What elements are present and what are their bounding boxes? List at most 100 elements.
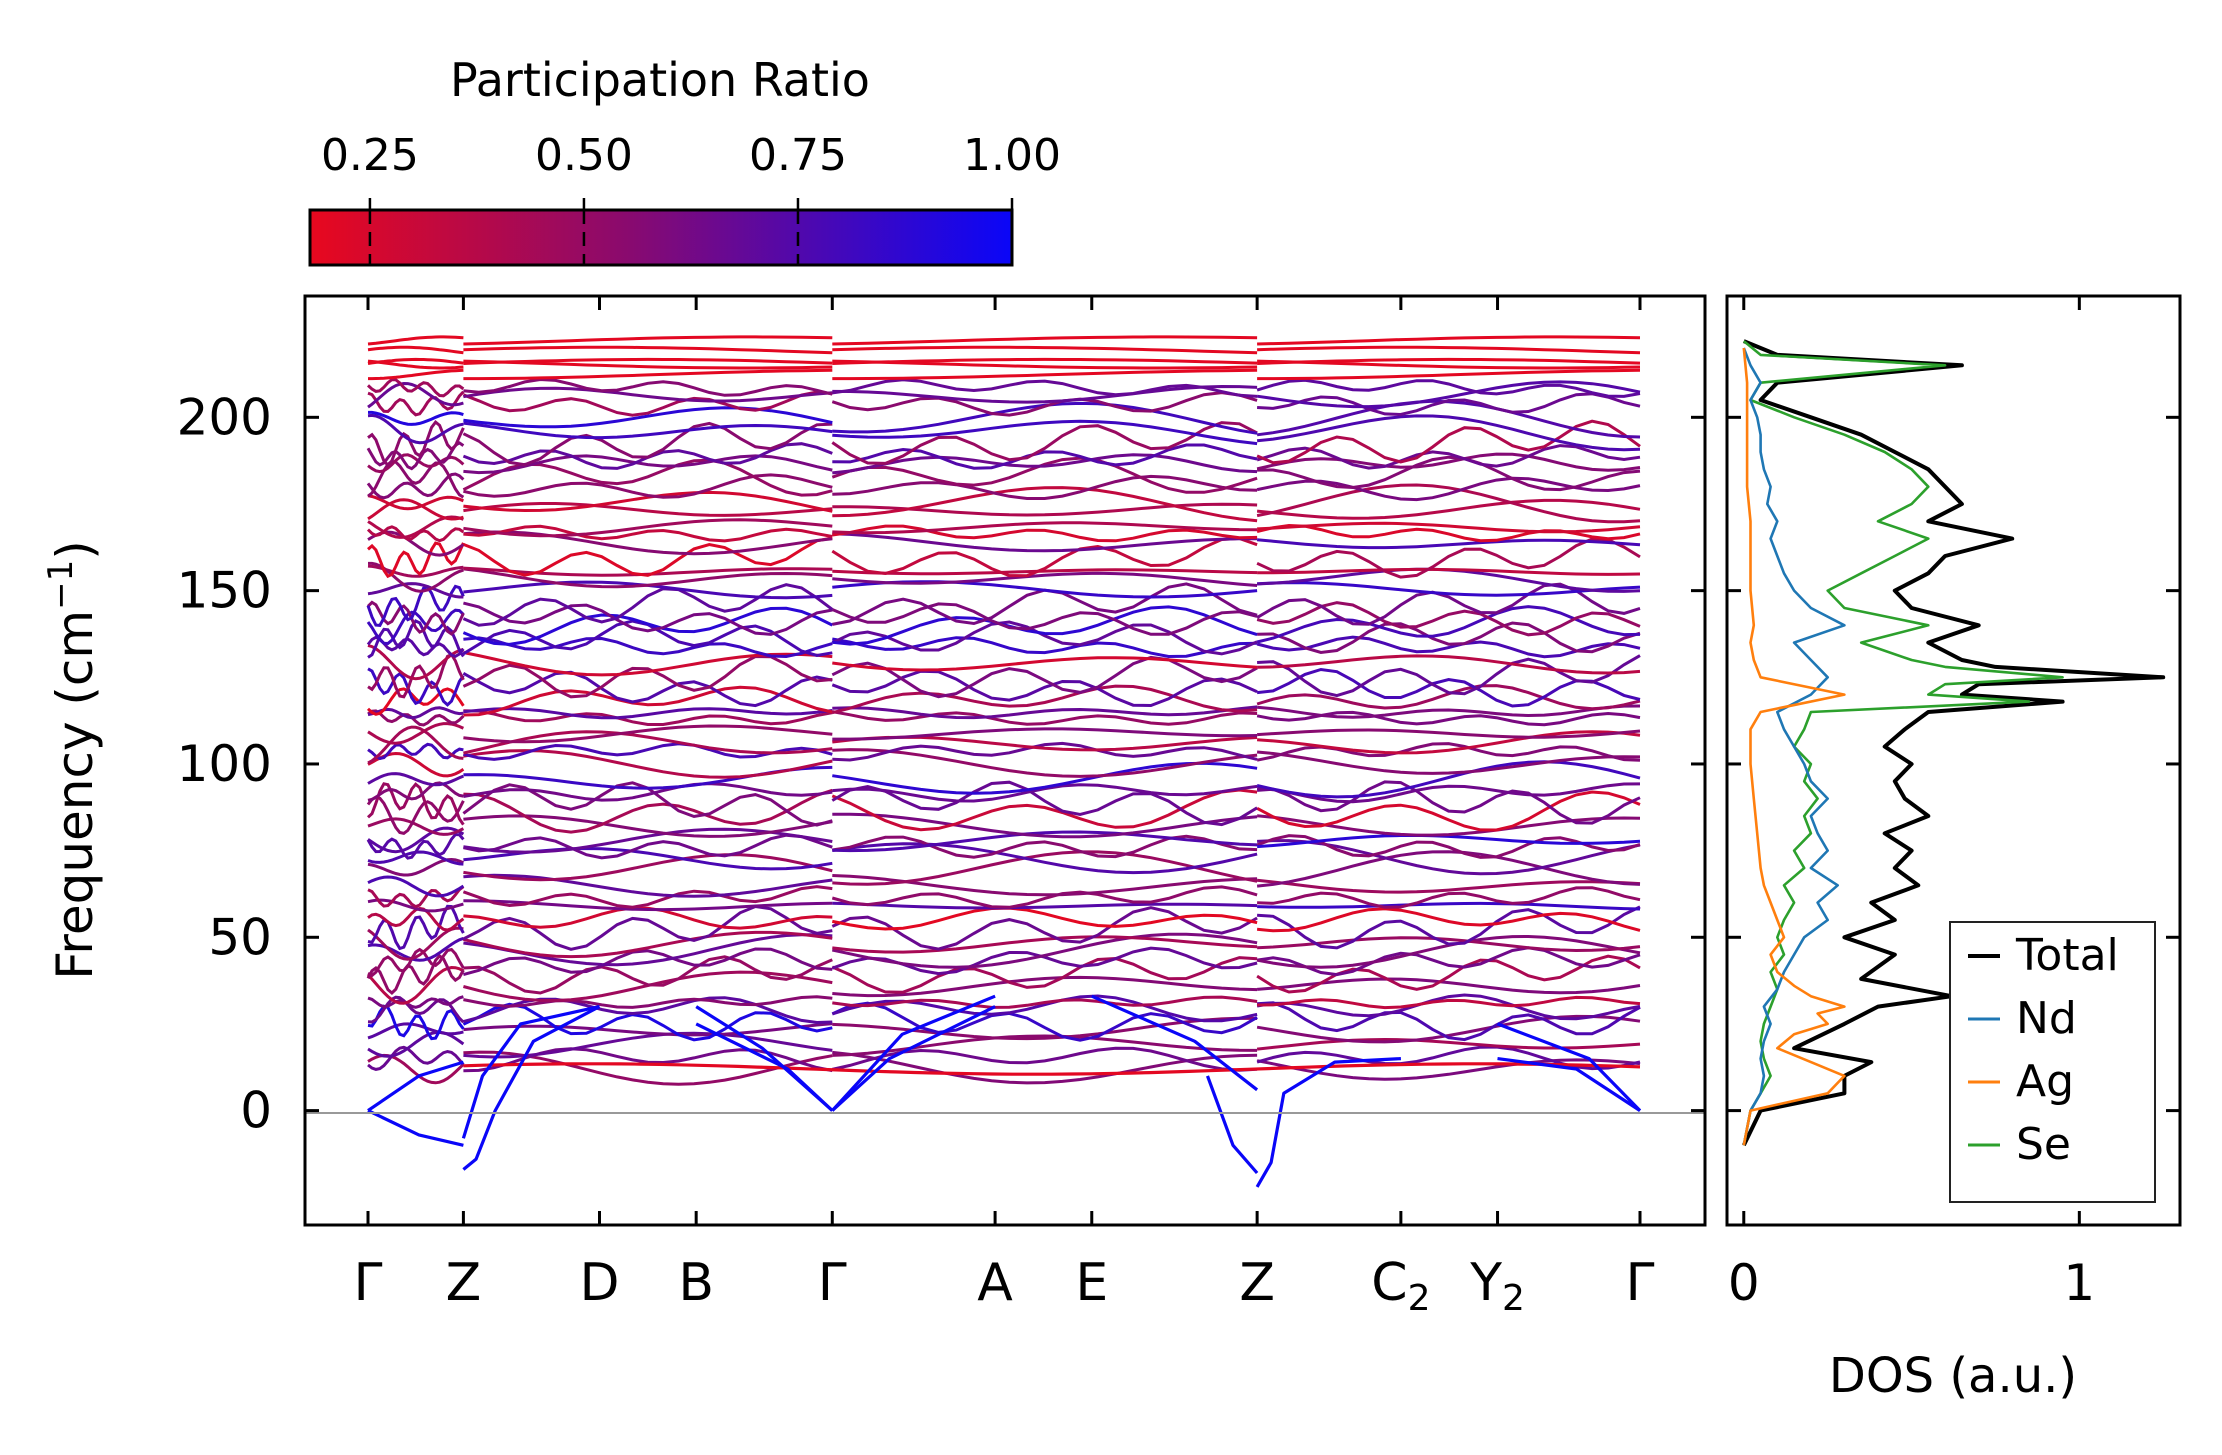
band-line xyxy=(831,391,1258,417)
band-line xyxy=(366,687,465,716)
legend-label-se: Se xyxy=(2016,1119,2071,1170)
band-line xyxy=(367,772,464,787)
band-line xyxy=(463,518,833,538)
band-line xyxy=(1256,878,1641,894)
band-line xyxy=(1256,414,1641,452)
band-line xyxy=(463,707,833,720)
band-line xyxy=(1257,901,1641,911)
colorbar-tick-label: 0.25 xyxy=(321,130,419,181)
band-line xyxy=(462,904,833,951)
band-lines xyxy=(366,335,1642,1188)
band-line xyxy=(1257,455,1641,492)
band-line xyxy=(1257,368,1641,381)
legend-label-total: Total xyxy=(2015,930,2119,981)
band-line xyxy=(1256,538,1641,550)
band-line xyxy=(1256,601,1641,637)
band-line xyxy=(462,421,833,467)
y-axis-label: Frequency (cm−1) xyxy=(41,540,104,980)
band-line xyxy=(463,955,833,995)
band-line xyxy=(1257,345,1641,355)
band-line xyxy=(1256,850,1641,888)
dos-line-nd xyxy=(1742,347,1846,1146)
band-line xyxy=(1257,995,1641,1010)
band-line xyxy=(367,995,464,1009)
band-line xyxy=(367,381,464,409)
band-line xyxy=(463,853,833,882)
band-line xyxy=(831,602,1258,636)
band-line xyxy=(463,421,833,440)
band-line xyxy=(831,788,1258,832)
band-line xyxy=(367,742,464,761)
band-line xyxy=(463,345,833,355)
kpoint-label-subscript: 2 xyxy=(1502,1278,1525,1319)
band-line xyxy=(832,995,1258,1009)
band-line xyxy=(1256,834,1641,859)
band-line xyxy=(1256,790,1641,832)
kpoint-label: Y2 xyxy=(1469,1253,1525,1319)
band-line xyxy=(463,357,833,365)
band-line xyxy=(1257,1001,1641,1042)
band-line xyxy=(463,724,833,744)
band-line xyxy=(1256,782,1641,804)
band-line xyxy=(832,368,1258,381)
kpoint-label: D xyxy=(579,1253,619,1313)
band-line xyxy=(832,419,1258,446)
kpoint-label: Γ xyxy=(818,1253,847,1313)
band-line xyxy=(367,498,464,521)
band-line xyxy=(463,377,833,397)
band-line xyxy=(1256,523,1641,543)
band-line xyxy=(463,601,833,636)
kpoint-label: A xyxy=(977,1253,1013,1313)
band-line xyxy=(463,368,833,381)
band-line xyxy=(831,669,1258,708)
band-line xyxy=(832,524,1258,543)
band-line xyxy=(832,486,1258,523)
band-line xyxy=(366,832,465,860)
band-line xyxy=(1256,704,1641,719)
band-line-acoustic-gamma-z-lower xyxy=(367,1109,464,1147)
band-line xyxy=(367,582,464,599)
band-line xyxy=(463,473,833,499)
band-line-acoustic-gamma-a-2 xyxy=(831,1005,996,1112)
band-line xyxy=(832,705,1258,720)
kpoint-label: Z xyxy=(1239,1253,1275,1313)
band-line xyxy=(1256,419,1641,465)
band-line xyxy=(1256,833,1641,849)
band-line xyxy=(1256,814,1641,837)
legend-frame xyxy=(1949,921,2156,1203)
band-line xyxy=(1257,654,1641,675)
band-line xyxy=(462,606,833,646)
band-line xyxy=(832,906,1258,931)
band-line xyxy=(463,567,833,589)
band-line xyxy=(367,643,464,681)
band-line xyxy=(1257,521,1641,534)
band-line xyxy=(367,725,464,765)
band-line xyxy=(832,741,1258,762)
kpoint-label: B xyxy=(678,1253,714,1313)
band-line xyxy=(831,421,1258,465)
kpoint-label-subscript: 2 xyxy=(1408,1278,1431,1319)
band-line xyxy=(463,873,833,898)
y-tick-label: 100 xyxy=(177,735,272,793)
band-line xyxy=(1257,654,1641,698)
y-tick-label: 150 xyxy=(177,562,272,620)
band-line xyxy=(367,413,464,445)
band-line xyxy=(1256,1058,1641,1081)
band-line xyxy=(1256,907,1641,933)
dos-x-tick-label: 1 xyxy=(2063,1254,2095,1312)
band-line xyxy=(1256,750,1641,775)
dos-line-se xyxy=(1742,340,2064,1146)
band-line xyxy=(463,833,833,860)
band-line xyxy=(1257,621,1641,655)
dos-line-ag xyxy=(1742,347,1846,1146)
band-line xyxy=(832,568,1258,576)
legend-label-nd: Nd xyxy=(2016,993,2077,1044)
band-line xyxy=(1256,378,1641,398)
band-line xyxy=(1257,567,1641,576)
band-line-acoustic-y2-gamma xyxy=(1497,1057,1641,1112)
band-line xyxy=(463,636,833,659)
band-line xyxy=(462,536,833,577)
band-line xyxy=(1256,498,1641,520)
band-line xyxy=(368,368,464,381)
band-line xyxy=(831,456,1258,494)
